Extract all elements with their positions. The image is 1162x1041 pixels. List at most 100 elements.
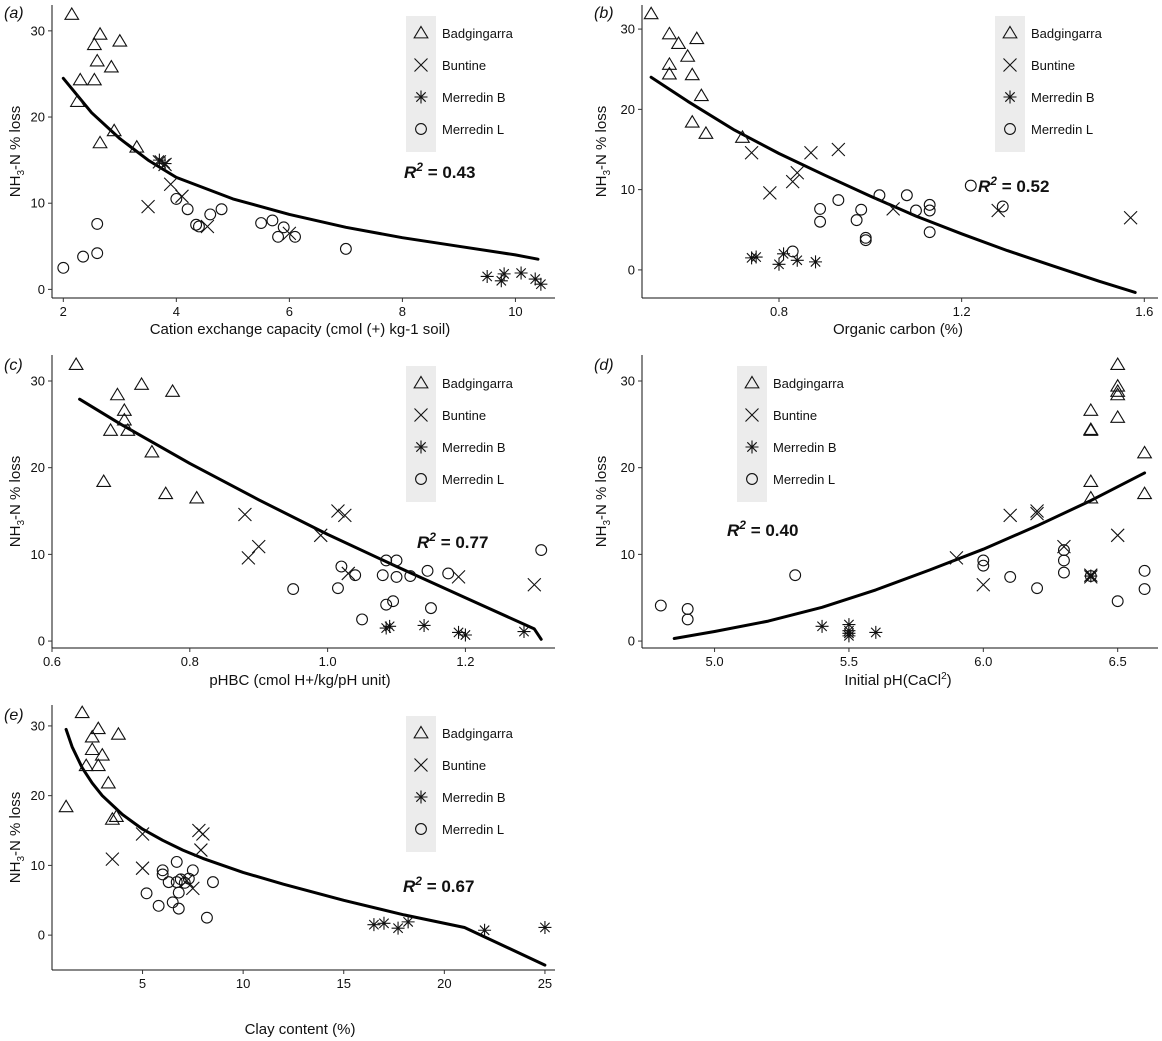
legend-label: Merredin B bbox=[442, 440, 506, 455]
data-point bbox=[289, 230, 301, 243]
data-point bbox=[1109, 356, 1126, 370]
data-point bbox=[337, 508, 352, 523]
data-point bbox=[91, 217, 104, 230]
data-point bbox=[282, 226, 297, 241]
data-point bbox=[196, 827, 210, 841]
x-tick-label: 15 bbox=[337, 976, 351, 991]
data-point bbox=[688, 31, 705, 45]
data-point bbox=[379, 621, 393, 635]
data-point bbox=[251, 539, 266, 554]
data-point bbox=[356, 613, 369, 626]
series-buntine bbox=[949, 504, 1125, 592]
legend-label: Badgingarra bbox=[773, 376, 845, 391]
data-point bbox=[964, 179, 977, 192]
series-badgingarra bbox=[1083, 356, 1153, 504]
data-point bbox=[1030, 506, 1044, 521]
data-point bbox=[152, 899, 165, 912]
data-point bbox=[110, 726, 127, 740]
legend: Badgingarra Buntine Merredin B Merredin L bbox=[406, 716, 514, 852]
y-tick-label: 0 bbox=[628, 262, 635, 277]
data-point bbox=[693, 88, 710, 102]
data-point bbox=[103, 59, 120, 73]
data-point bbox=[790, 253, 804, 267]
data-point bbox=[1123, 210, 1138, 225]
x-axis-label: Cation exchange capacity (cmol (+) kg-1 … bbox=[150, 321, 451, 338]
x-tick-label: 6 bbox=[286, 304, 293, 319]
data-point bbox=[814, 202, 827, 215]
panel-label: (c) bbox=[4, 357, 23, 374]
data-point bbox=[749, 250, 763, 264]
data-point bbox=[135, 827, 150, 841]
data-point bbox=[174, 873, 187, 886]
data-point bbox=[1057, 566, 1070, 579]
data-point bbox=[215, 203, 228, 216]
data-point bbox=[684, 67, 701, 81]
data-point bbox=[859, 231, 872, 244]
data-point bbox=[387, 595, 400, 608]
data-point bbox=[1136, 445, 1153, 459]
data-point bbox=[179, 873, 194, 888]
data-point bbox=[401, 915, 415, 929]
data-point bbox=[116, 412, 133, 426]
data-point bbox=[255, 217, 268, 229]
data-point bbox=[855, 203, 868, 216]
data-point bbox=[814, 215, 827, 228]
legend-label: Merredin B bbox=[1031, 90, 1095, 105]
y-tick-label: 20 bbox=[31, 788, 45, 803]
data-point bbox=[72, 72, 89, 86]
legend-marker-circle bbox=[415, 473, 427, 485]
legend-marker-x bbox=[414, 758, 428, 772]
y-tick-label: 0 bbox=[38, 634, 45, 649]
data-point bbox=[156, 864, 169, 877]
x-tick-label: 10 bbox=[236, 976, 250, 991]
legend-label: Merredin L bbox=[442, 822, 504, 837]
legend: Badgingarra Buntine Merredin B Merredin L bbox=[995, 16, 1103, 152]
x-tick-label: 2 bbox=[60, 304, 67, 319]
y-tick-label: 10 bbox=[31, 196, 45, 211]
data-point bbox=[661, 26, 678, 40]
data-point bbox=[404, 570, 417, 583]
legend-marker-x bbox=[745, 408, 759, 422]
data-point bbox=[1031, 582, 1044, 595]
y-axis-label: NH3-N % loss bbox=[7, 456, 27, 547]
data-point bbox=[141, 199, 155, 214]
y-tick-label: 20 bbox=[31, 460, 45, 475]
data-point bbox=[654, 599, 667, 612]
legend-marker-circle bbox=[1004, 123, 1016, 135]
data-point bbox=[156, 868, 169, 881]
data-point bbox=[886, 202, 901, 216]
data-point bbox=[313, 528, 328, 543]
data-point bbox=[1136, 486, 1153, 500]
data-point bbox=[1138, 564, 1151, 577]
data-point bbox=[84, 729, 101, 743]
y-tick-label: 30 bbox=[621, 22, 635, 37]
fit-curve bbox=[78, 397, 543, 641]
y-tick-label: 20 bbox=[31, 110, 45, 125]
data-point bbox=[494, 274, 508, 288]
data-point bbox=[744, 145, 759, 160]
data-point bbox=[670, 35, 687, 49]
y-axis-label: NH3-N % loss bbox=[7, 792, 27, 883]
data-point bbox=[1109, 378, 1126, 392]
data-point bbox=[90, 758, 107, 772]
data-point bbox=[86, 37, 103, 51]
data-point bbox=[1030, 504, 1044, 518]
data-point bbox=[190, 218, 203, 231]
legend-key-background bbox=[406, 366, 436, 502]
legend-label: Buntine bbox=[773, 408, 817, 423]
data-point bbox=[162, 876, 175, 889]
data-point bbox=[78, 758, 95, 772]
x-tick-label: 4 bbox=[173, 304, 180, 319]
data-point bbox=[106, 123, 122, 137]
y-tick-label: 10 bbox=[31, 858, 45, 873]
data-point bbox=[442, 567, 455, 580]
data-point bbox=[850, 214, 863, 227]
x-tick-label: 20 bbox=[437, 976, 451, 991]
data-point bbox=[745, 251, 759, 265]
x-tick-label: 6.5 bbox=[1109, 654, 1127, 669]
data-point bbox=[417, 618, 431, 632]
data-point bbox=[181, 203, 194, 216]
legend-key-background bbox=[737, 366, 767, 502]
data-point bbox=[272, 230, 285, 243]
